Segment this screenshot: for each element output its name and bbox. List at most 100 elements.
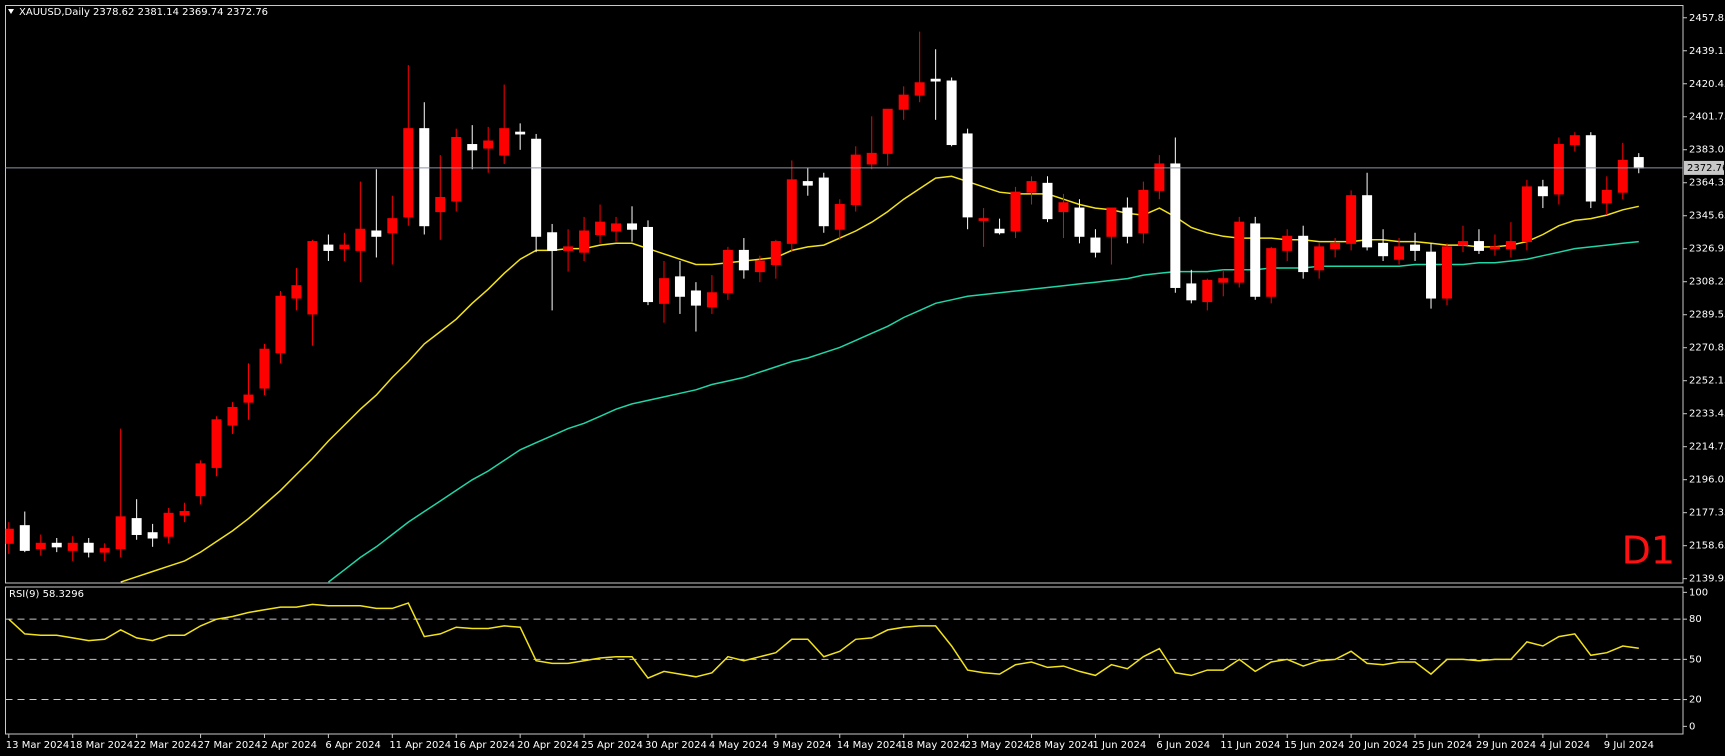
candle-body	[1090, 237, 1101, 253]
candle-body	[898, 94, 909, 110]
x-tick-label: 13 Mar 2024	[6, 740, 69, 751]
candle-body	[131, 518, 142, 535]
main-panel-frame	[5, 5, 1684, 584]
y-tick-label: 50	[1689, 654, 1702, 665]
x-tick-label: 23 May 2024	[965, 740, 1030, 751]
y-tick-label: 80	[1689, 614, 1702, 625]
y-tick-label: 2158.65	[1689, 541, 1725, 552]
y-tick-label: 2252.15	[1689, 376, 1725, 387]
candle-body	[1138, 189, 1149, 234]
candle-body	[866, 152, 877, 165]
candle-body	[35, 542, 46, 550]
candle-body	[1394, 246, 1405, 260]
candle-body	[1569, 135, 1580, 146]
candle-body	[850, 154, 861, 206]
candle-body	[51, 542, 62, 548]
candle-body	[738, 249, 749, 271]
candle-body	[834, 204, 845, 230]
candle-body	[547, 232, 558, 251]
ohlc-close: 2372.76	[227, 7, 268, 18]
candle-body	[1202, 279, 1213, 303]
chart-title: XAUUSD,Daily	[19, 7, 90, 18]
x-tick-label: 11 Apr 2024	[389, 740, 451, 751]
candle-body	[1250, 223, 1261, 297]
candle-body	[435, 196, 446, 213]
candle-body	[195, 463, 206, 497]
candle-body	[371, 230, 382, 237]
candle-body	[1362, 195, 1373, 248]
x-tick-label: 29 Jun 2024	[1476, 740, 1536, 751]
x-tick-label: 4 Jul 2024	[1540, 740, 1590, 751]
candle-body	[515, 131, 526, 135]
y-tick-label: 2420.45	[1689, 79, 1725, 90]
candle-body	[1218, 278, 1229, 283]
x-tick-label: 6 Jun 2024	[1156, 740, 1210, 751]
y-tick-label: 2439.15	[1689, 46, 1725, 57]
current-price-label: 2372.76	[1687, 163, 1725, 174]
candle-body	[339, 244, 350, 250]
candle-body	[914, 82, 925, 96]
candle-body	[163, 512, 174, 537]
candle-body	[1505, 241, 1516, 250]
rsi-last-value: 58.3296	[43, 589, 84, 600]
timeframe-label: D1	[1622, 529, 1675, 573]
candle-body	[674, 276, 685, 297]
candle-body	[658, 278, 669, 304]
candle-body	[611, 223, 622, 232]
candle-body	[706, 292, 717, 308]
candle-body	[818, 177, 829, 227]
x-tick-label: 25 Apr 2024	[581, 740, 643, 751]
candle-body	[499, 128, 510, 156]
x-tick-label: 9 Jul 2024	[1604, 740, 1654, 751]
candle-body	[307, 241, 318, 315]
y-tick-label: 2177.35	[1689, 508, 1725, 519]
candle-body	[419, 128, 430, 227]
x-tick-label: 28 May 2024	[1029, 740, 1094, 751]
y-tick-label: 2270.85	[1689, 343, 1725, 354]
candle-body	[1010, 191, 1021, 232]
candle-body	[179, 511, 190, 516]
candle-body	[1457, 241, 1468, 246]
candle-body	[1378, 242, 1389, 257]
candle-body	[627, 223, 638, 230]
candle-body	[323, 244, 334, 251]
candle-body	[99, 548, 110, 553]
ohlc-low: 2369.74	[182, 7, 223, 18]
candle-body	[754, 260, 765, 273]
x-tick-label: 14 May 2024	[837, 740, 902, 751]
candle-body	[1266, 248, 1277, 297]
candle-body	[5, 528, 14, 544]
moving-average-line	[120, 175, 1639, 583]
y-tick-label: 2326.95	[1689, 244, 1725, 255]
candle-body	[67, 542, 78, 551]
candle-body	[467, 144, 478, 151]
y-tick-label: 2308.25	[1689, 277, 1725, 288]
candle-body	[19, 525, 30, 551]
moving-average-line	[327, 240, 1639, 583]
candle-body	[227, 406, 238, 426]
candle-body	[1026, 181, 1037, 193]
y-tick-label: 0	[1689, 721, 1695, 732]
rsi-line	[8, 602, 1639, 680]
y-tick-label: 2364.35	[1689, 178, 1725, 189]
candle-body	[403, 128, 414, 218]
candle-body	[1601, 189, 1612, 204]
candle-body	[882, 108, 893, 154]
y-tick-label: 2139.95	[1689, 574, 1725, 585]
x-tick-label: 25 Jun 2024	[1412, 740, 1472, 751]
candle-body	[1410, 244, 1421, 251]
candle-body	[243, 394, 254, 403]
x-tick-label: 15 Jun 2024	[1284, 740, 1344, 751]
candle-body	[595, 221, 606, 236]
candle-body	[1617, 159, 1628, 193]
x-tick-label: 18 May 2024	[901, 740, 966, 751]
candle-body	[770, 241, 781, 266]
candle-body	[802, 181, 813, 186]
candle-body	[1521, 186, 1532, 243]
candle-body	[1154, 163, 1165, 191]
candle-body	[1633, 157, 1644, 169]
candle-body	[1537, 186, 1548, 197]
symbol-menu-arrow[interactable]	[8, 9, 14, 14]
candle-body	[531, 138, 542, 237]
